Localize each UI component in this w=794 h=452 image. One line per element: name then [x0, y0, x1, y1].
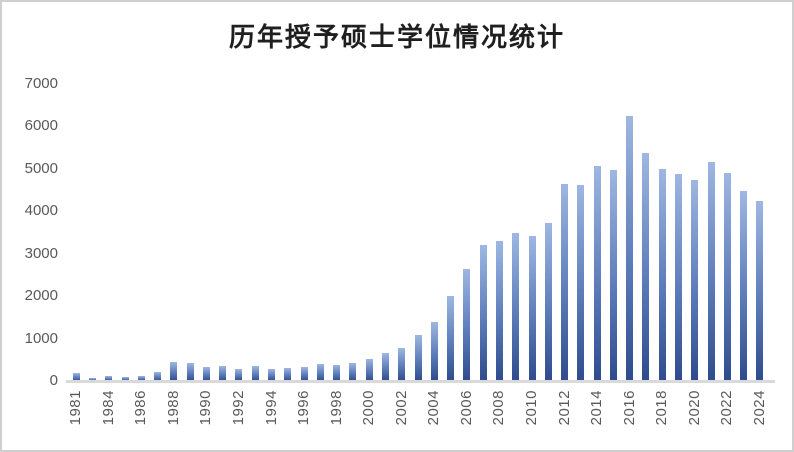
bar-1989	[186, 362, 194, 381]
x-tick-label-2000: 2000	[360, 390, 378, 426]
bar-1995	[284, 367, 292, 381]
x-tick-label-2022: 2022	[718, 390, 736, 426]
x-tick-label-1990: 1990	[197, 390, 215, 426]
bar-2006	[463, 269, 471, 381]
y-tick-label-4000: 4000	[24, 202, 58, 220]
x-tick-label-2002: 2002	[392, 390, 410, 426]
x-tick-label-1992: 1992	[229, 390, 247, 426]
x-tick-label-2006: 2006	[457, 390, 475, 426]
bar-2011	[544, 222, 552, 381]
bar-2016	[626, 115, 634, 381]
x-tick-label-2018: 2018	[653, 390, 671, 426]
bar-2012	[561, 183, 568, 381]
x-tick-label-2004: 2004	[425, 390, 443, 426]
y-tick-label-1000: 1000	[24, 329, 58, 347]
bar-2010	[528, 235, 536, 381]
x-tick-label-1986: 1986	[132, 390, 150, 426]
y-tick-label-7000: 7000	[24, 75, 58, 92]
x-tick-label-2010: 2010	[523, 390, 540, 426]
bar-2005	[447, 295, 455, 381]
bar-1998	[333, 364, 341, 381]
x-tick-label-2012: 2012	[555, 390, 573, 426]
x-tick-label-1988: 1988	[164, 390, 182, 426]
bar-2024	[756, 200, 764, 381]
bar-2015	[609, 169, 617, 381]
bar-2000	[365, 358, 373, 381]
y-tick-label-6000: 6000	[24, 117, 58, 135]
bar-1986	[137, 375, 145, 381]
bar-1999	[349, 362, 357, 381]
bar-1994	[268, 368, 275, 381]
bar-1983	[88, 377, 96, 381]
bar-1997	[316, 364, 324, 381]
x-tick-label-2016: 2016	[620, 390, 638, 426]
bar-2003	[414, 334, 422, 381]
x-tick-label-1994: 1994	[262, 390, 280, 426]
y-tick-label-3000: 3000	[24, 244, 58, 262]
bar-2020	[691, 179, 699, 381]
bar-2018	[658, 168, 666, 381]
y-tick-label-5000: 5000	[24, 159, 58, 177]
bar-2023	[740, 190, 748, 381]
bar-1993	[251, 365, 259, 381]
bar-1984	[105, 376, 113, 381]
x-tick-label-1984: 1984	[99, 390, 117, 426]
x-tick-label-1998: 1998	[327, 390, 345, 426]
bar-1988	[170, 361, 178, 381]
bar-2002	[398, 347, 406, 381]
bar-1987	[154, 372, 161, 381]
bar-1981	[72, 373, 80, 381]
bar-2001	[381, 353, 389, 381]
x-tick-label-2024: 2024	[750, 390, 768, 426]
bar-2004	[430, 322, 438, 381]
bar-1990	[202, 366, 210, 381]
x-tick-label-1996: 1996	[295, 390, 312, 426]
bar-2007	[479, 245, 487, 381]
bar-2008	[495, 241, 503, 381]
bar-2019	[675, 174, 682, 381]
y-tick-label-0: 0	[49, 372, 58, 389]
bar-2017	[642, 153, 650, 381]
x-tick-label-2014: 2014	[588, 390, 606, 426]
bar-1985	[121, 376, 129, 381]
bar-1996	[300, 367, 308, 381]
x-tick-label-1981: 1981	[67, 390, 85, 426]
bar-2009	[512, 233, 520, 381]
y-tick-label-2000: 2000	[24, 287, 58, 305]
bar-2014	[593, 165, 601, 381]
chart-title: 历年授予硕士学位情况统计	[228, 23, 565, 52]
bar-2021	[707, 161, 715, 381]
bar-1991	[219, 366, 227, 381]
x-tick-label-2008: 2008	[490, 390, 508, 426]
x-tick-label-2020: 2020	[685, 390, 703, 426]
bar-1992	[235, 368, 243, 381]
x-axis-line	[66, 380, 775, 383]
bar-2022	[723, 172, 731, 381]
bar-2013	[577, 184, 585, 381]
